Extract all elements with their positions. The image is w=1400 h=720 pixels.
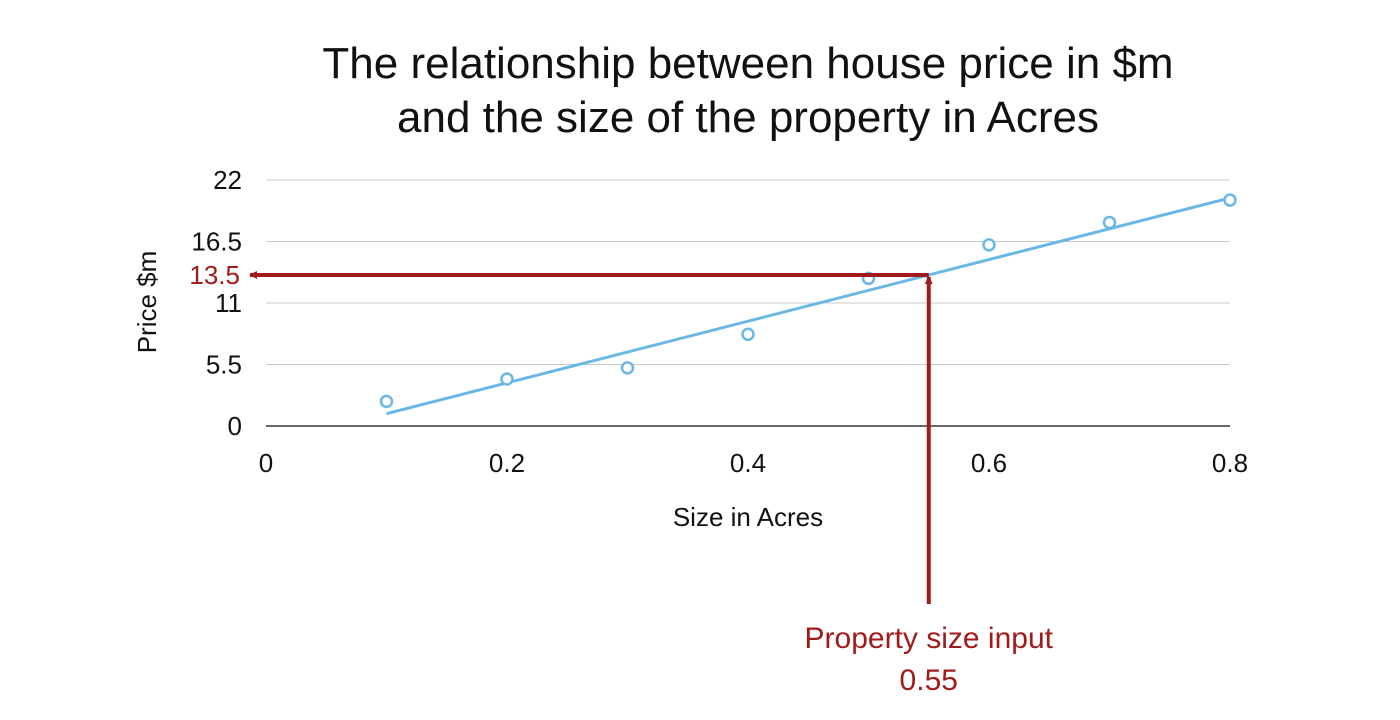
chart-title-line-1: The relationship between house price in … bbox=[322, 39, 1173, 88]
y-axis-title: Price $m bbox=[132, 251, 162, 354]
y-tick-label: 5.5 bbox=[206, 350, 242, 380]
chart-title: The relationship between house price in … bbox=[322, 39, 1173, 142]
x-axis-title: Size in Acres bbox=[673, 502, 823, 532]
x-tick-label: 0 bbox=[259, 448, 273, 478]
y-tick-label: 22 bbox=[213, 165, 242, 195]
y-tick-label: 16.5 bbox=[191, 227, 242, 257]
tick-labels: 0 0.2 0.4 0.6 0.8 0 5.5 11 16.5 22 bbox=[191, 165, 1248, 478]
input-label-line-1: Property size input bbox=[805, 622, 1054, 655]
data-point bbox=[982, 238, 996, 252]
data-point bbox=[620, 361, 635, 375]
x-tick-label: 0.8 bbox=[1212, 448, 1248, 478]
x-tick-label: 0.4 bbox=[730, 448, 766, 478]
y-tick-label: 11 bbox=[215, 288, 242, 318]
x-tick-label: 0.2 bbox=[489, 448, 525, 478]
data-points bbox=[379, 193, 1237, 409]
prediction-annotation: 13.5 Property size input 0.55 bbox=[189, 260, 1053, 697]
data-point bbox=[500, 372, 514, 386]
trendline bbox=[386, 196, 1231, 416]
y-tick-label: 0 bbox=[228, 411, 242, 441]
data-point bbox=[1102, 215, 1117, 230]
data-point bbox=[1223, 193, 1237, 207]
x-tick-label: 0.6 bbox=[971, 448, 1007, 478]
trendline-layer bbox=[386, 196, 1231, 416]
data-point bbox=[741, 327, 755, 342]
predicted-price-label: 13.5 bbox=[189, 260, 240, 290]
chart-title-line-2: and the size of the property in Acres bbox=[397, 93, 1099, 142]
gridlines bbox=[266, 179, 1230, 365]
input-label-line-2: 0.55 bbox=[900, 664, 958, 697]
data-point bbox=[379, 394, 394, 409]
